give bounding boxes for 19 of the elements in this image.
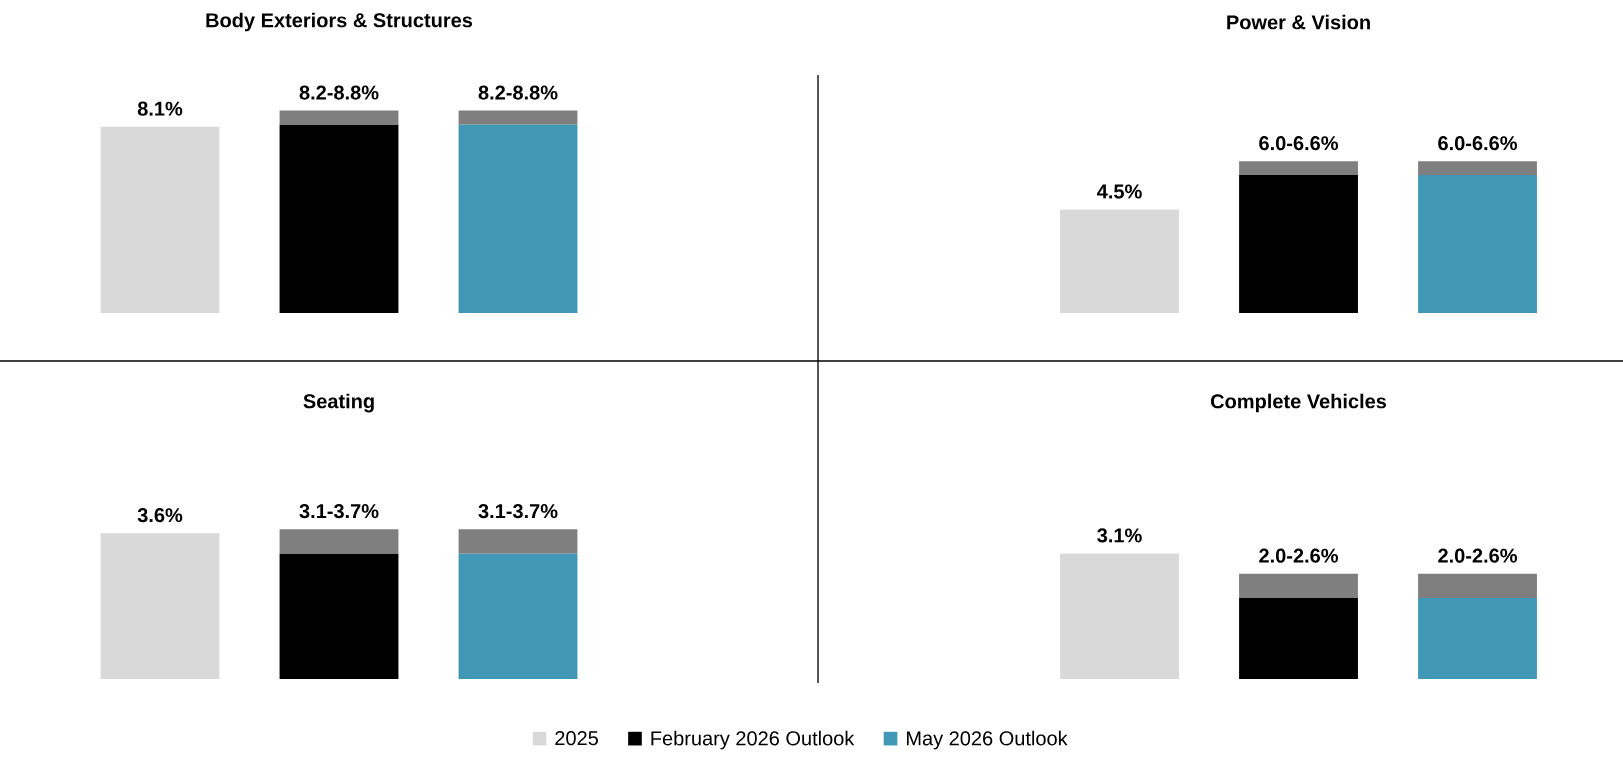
total-label: 2.0-2.6%: [1259, 548, 1338, 563]
legend-label: February 2026 Outlook: [651, 730, 855, 750]
data-label: 3.1%: [1097, 528, 1142, 543]
data-label: 4.5%: [1097, 184, 1142, 199]
total-label: 3.1-3.7%: [299, 504, 379, 519]
total-label: 8.2-8.8%: [478, 85, 558, 100]
total-label: 3.1-3.7%: [478, 504, 558, 519]
chart-title: Seating: [303, 393, 374, 413]
total-label: 6.0-6.6%: [1438, 136, 1518, 151]
data-label: 3.6%: [137, 508, 183, 523]
chart-title: Body Exteriors & Structures: [206, 12, 473, 32]
legend-label: May 2026 Outlook: [906, 730, 1068, 750]
chart-title: Complete Vehicles: [1210, 393, 1387, 413]
chart-title: Power & Vision: [1227, 14, 1370, 30]
data-label: 8.1%: [137, 101, 183, 116]
total-label: 2.0-2.6%: [1438, 548, 1517, 563]
legend-label: 2025: [555, 731, 598, 746]
total-label: 8.2-8.8%: [299, 85, 379, 100]
total-label: 6.0-6.6%: [1259, 136, 1339, 151]
